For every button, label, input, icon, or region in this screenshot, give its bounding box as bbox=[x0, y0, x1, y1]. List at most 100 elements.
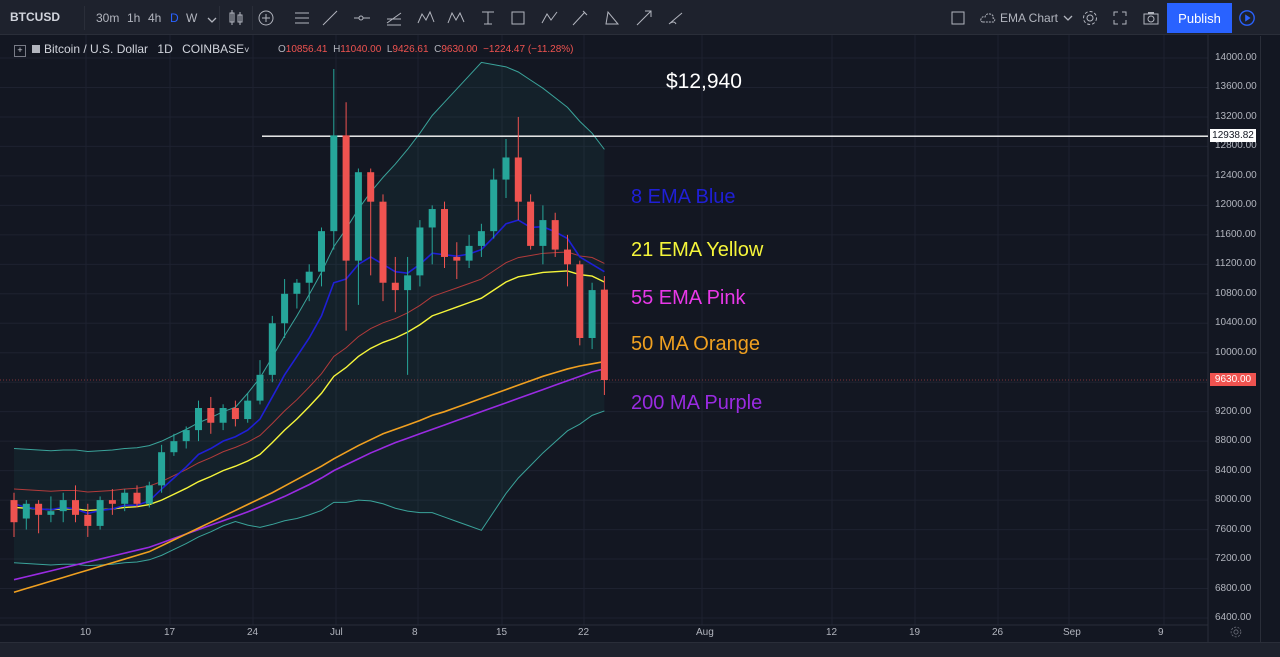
price-axis-label: 12000.00 bbox=[1215, 199, 1257, 211]
symbol-search[interactable]: BTCUSD bbox=[10, 10, 60, 24]
price-axis-label: 12400.00 bbox=[1215, 169, 1257, 181]
ma50-annotation: 50 MA Orange bbox=[631, 333, 760, 355]
plus-icon[interactable]: + bbox=[14, 45, 26, 57]
time-axis-label: 10 bbox=[80, 627, 92, 638]
path-icon[interactable] bbox=[602, 8, 622, 28]
gear-icon[interactable] bbox=[1080, 8, 1100, 28]
chevron-down-icon[interactable]: ˅ bbox=[244, 45, 250, 55]
price-axis-label: 8400.00 bbox=[1215, 464, 1252, 476]
layout-name[interactable]: EMA Chart bbox=[1000, 11, 1059, 25]
cloud-icon bbox=[978, 8, 998, 28]
add-indicator-icon[interactable] bbox=[256, 8, 276, 28]
candle-body bbox=[182, 430, 190, 442]
candle-body bbox=[588, 290, 596, 338]
legend-color-square bbox=[32, 45, 40, 53]
timeframe-4h[interactable]: 4h bbox=[148, 11, 162, 25]
candle-body bbox=[354, 172, 362, 261]
candle-body bbox=[477, 231, 485, 246]
change-value: −1224.47 (−11.28%) bbox=[483, 44, 574, 55]
price-axis-label: 11600.00 bbox=[1215, 228, 1256, 240]
candle-body bbox=[47, 511, 55, 515]
camera-icon[interactable] bbox=[1141, 8, 1161, 28]
candle-body bbox=[281, 293, 289, 324]
open-value: 10856.41 bbox=[285, 44, 328, 55]
candle-body bbox=[72, 500, 79, 515]
fullscreen-icon[interactable] bbox=[1110, 8, 1130, 28]
layout-square-icon[interactable] bbox=[948, 8, 968, 28]
pitchfork-icon[interactable] bbox=[384, 8, 404, 28]
candle-body bbox=[367, 172, 375, 202]
candle-body bbox=[404, 275, 412, 291]
fib-retracement-icon[interactable] bbox=[478, 8, 498, 28]
price-annotation: $12,940 bbox=[666, 70, 742, 93]
candle-body bbox=[108, 500, 116, 504]
publish-button[interactable]: Publish bbox=[1167, 3, 1232, 33]
toolbar-divider bbox=[252, 6, 253, 30]
candle-body bbox=[551, 220, 559, 250]
projection-icon[interactable] bbox=[540, 8, 560, 28]
legend-exchange: COINBASE bbox=[182, 42, 245, 56]
brush-icon[interactable] bbox=[570, 8, 590, 28]
price-axis-label: 8800.00 bbox=[1215, 435, 1252, 447]
price-axis-label: 13600.00 bbox=[1215, 81, 1257, 93]
close-value: 9630.00 bbox=[441, 44, 478, 55]
candle-body bbox=[527, 201, 535, 246]
low-label: L bbox=[386, 44, 393, 55]
time-axis-label: 9 bbox=[1158, 627, 1164, 638]
candle-body bbox=[539, 220, 547, 246]
replay-button[interactable] bbox=[1234, 3, 1260, 33]
axis-settings-gear-icon[interactable] bbox=[1229, 625, 1243, 639]
timeframe-d[interactable]: D bbox=[170, 11, 179, 25]
candle-body bbox=[59, 500, 67, 512]
toolbar-divider bbox=[219, 6, 220, 30]
candle-body bbox=[564, 249, 571, 265]
time-axis-label: Jul bbox=[330, 627, 343, 638]
candle-body bbox=[84, 514, 92, 526]
legend-symbol-title[interactable]: Bitcoin / U.S. Dollar bbox=[44, 42, 149, 56]
candle-body bbox=[195, 408, 202, 431]
timeframe-30m[interactable]: 30m bbox=[96, 11, 120, 25]
horizontal-ray-icon[interactable] bbox=[352, 8, 372, 28]
candle-body bbox=[600, 289, 608, 380]
candle-body bbox=[22, 503, 30, 519]
ma50-line bbox=[13, 360, 605, 593]
ema55-annotation: 55 EMA Pink bbox=[631, 287, 746, 309]
horizontal-lines-icon[interactable] bbox=[292, 8, 312, 28]
chevron-down-icon[interactable] bbox=[202, 10, 217, 30]
price-axis-label: 6800.00 bbox=[1215, 582, 1252, 594]
candle-body bbox=[268, 323, 276, 375]
candle-body bbox=[35, 503, 43, 515]
legend-ohlc: O10856.41 H11040.00 L9426.61 C9630.00 −1… bbox=[278, 44, 574, 55]
timeframe-1h[interactable]: 1h bbox=[127, 11, 141, 25]
hline-price-tag: 12938.82 bbox=[1210, 129, 1256, 143]
time-axis-label: 26 bbox=[992, 627, 1004, 638]
price-axis-label: 10400.00 bbox=[1215, 317, 1257, 329]
candle-body bbox=[231, 408, 239, 420]
time-axis-label: 24 bbox=[247, 627, 259, 638]
candle-body bbox=[207, 408, 215, 423]
highlighter-icon[interactable] bbox=[666, 8, 686, 28]
candle-body bbox=[391, 282, 399, 291]
candle-body bbox=[293, 282, 301, 294]
price-axis-label: 7600.00 bbox=[1215, 523, 1252, 535]
arrow-icon[interactable] bbox=[634, 8, 654, 28]
low-value: 9426.61 bbox=[392, 44, 429, 55]
elliott-wave-icon[interactable] bbox=[446, 8, 466, 28]
candle-body bbox=[170, 441, 178, 453]
chevron-down-icon[interactable] bbox=[1058, 8, 1073, 28]
timeframe-w[interactable]: W bbox=[186, 11, 198, 25]
pattern-icon[interactable] bbox=[416, 8, 436, 28]
price-axis-label: 12800.00 bbox=[1215, 140, 1257, 152]
chart-canvas[interactable] bbox=[0, 35, 1260, 642]
time-axis-label: Aug bbox=[696, 627, 714, 638]
price-axis-label: 10800.00 bbox=[1215, 287, 1257, 299]
candle-body bbox=[441, 209, 448, 257]
candles-icon[interactable] bbox=[226, 8, 246, 28]
price-axis-label: 10000.00 bbox=[1215, 346, 1257, 358]
rectangle-icon[interactable] bbox=[508, 8, 528, 28]
candle-body bbox=[514, 157, 522, 202]
price-axis-label: 9200.00 bbox=[1215, 405, 1252, 417]
trend-line-icon[interactable] bbox=[320, 8, 340, 28]
band-lower-line bbox=[13, 410, 605, 567]
candle-body bbox=[96, 500, 104, 526]
